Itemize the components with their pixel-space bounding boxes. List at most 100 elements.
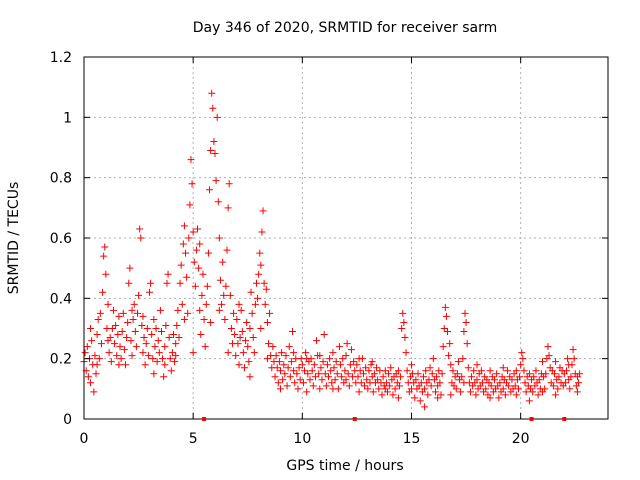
data-point xyxy=(411,394,419,402)
data-point xyxy=(539,358,546,366)
data-point xyxy=(192,246,200,254)
data-point xyxy=(168,349,176,357)
data-point xyxy=(532,367,540,375)
data-point xyxy=(154,337,162,345)
data-point xyxy=(303,355,311,363)
data-points xyxy=(80,89,584,411)
data-point xyxy=(462,318,470,326)
data-point xyxy=(539,388,546,396)
data-point xyxy=(459,355,467,363)
data-point xyxy=(542,370,550,378)
data-point xyxy=(137,234,145,242)
data-point xyxy=(320,331,328,339)
data-point xyxy=(567,373,575,381)
data-point xyxy=(549,382,557,390)
data-point xyxy=(317,364,325,372)
data-point xyxy=(295,364,303,372)
data-point xyxy=(81,349,89,357)
data-point xyxy=(113,352,121,360)
data-point xyxy=(104,337,112,345)
data-point xyxy=(401,334,409,342)
data-point xyxy=(123,334,131,342)
data-point xyxy=(108,325,116,332)
data-point xyxy=(240,364,248,372)
y-tick-label: 0.6 xyxy=(50,231,72,247)
data-point xyxy=(364,385,372,393)
data-point xyxy=(389,391,397,399)
data-point xyxy=(97,340,105,348)
data-point xyxy=(357,379,365,387)
data-point xyxy=(374,376,382,384)
data-point xyxy=(128,306,136,314)
data-point xyxy=(188,180,196,188)
data-point xyxy=(424,391,432,399)
data-point xyxy=(196,306,204,314)
data-point xyxy=(272,352,280,360)
data-point xyxy=(296,376,304,384)
data-point xyxy=(414,370,422,378)
data-point xyxy=(255,270,263,278)
data-point xyxy=(512,367,520,375)
data-point xyxy=(328,379,336,387)
data-point xyxy=(291,379,299,387)
y-axis-label: SRMTID / TECUs xyxy=(6,182,22,295)
data-point xyxy=(160,373,168,381)
data-point xyxy=(129,315,137,323)
data-point xyxy=(486,394,494,402)
data-point xyxy=(133,309,141,317)
data-point xyxy=(139,349,147,357)
data-point xyxy=(499,385,507,393)
data-point xyxy=(236,334,244,342)
data-point xyxy=(435,367,443,375)
data-point xyxy=(335,343,343,351)
data-point xyxy=(263,318,271,326)
data-point xyxy=(215,234,223,242)
data-point xyxy=(311,373,319,381)
data-point xyxy=(535,376,543,384)
data-point xyxy=(323,361,331,369)
data-point xyxy=(121,361,129,369)
data-point xyxy=(83,343,91,351)
data-point xyxy=(180,315,188,323)
data-point xyxy=(183,273,191,281)
data-point xyxy=(115,361,123,369)
data-point xyxy=(248,309,256,317)
data-point xyxy=(190,258,198,266)
data-point xyxy=(439,343,447,351)
data-point xyxy=(525,370,533,378)
data-point xyxy=(170,331,178,339)
data-point xyxy=(339,355,347,363)
data-point xyxy=(158,328,166,336)
data-point xyxy=(152,325,160,332)
gap-marker xyxy=(202,417,207,421)
data-point xyxy=(287,358,295,366)
data-point xyxy=(368,358,376,366)
data-point xyxy=(126,264,134,272)
data-point xyxy=(304,370,312,378)
data-point xyxy=(354,373,362,381)
data-point xyxy=(224,349,232,357)
y-tick-label: 1 xyxy=(63,110,72,126)
data-point xyxy=(120,346,128,354)
data-point xyxy=(187,156,195,164)
data-point xyxy=(382,379,390,387)
data-point xyxy=(370,370,378,378)
data-point xyxy=(441,303,449,311)
data-point xyxy=(144,352,152,360)
data-point xyxy=(242,337,250,345)
data-point xyxy=(573,388,581,396)
data-point xyxy=(148,331,156,339)
data-point xyxy=(342,352,350,360)
data-point xyxy=(477,367,485,375)
data-point xyxy=(326,355,334,363)
data-point xyxy=(250,349,258,357)
data-point xyxy=(87,325,95,332)
data-point xyxy=(223,246,231,254)
data-point xyxy=(162,321,170,329)
data-point xyxy=(150,370,158,378)
data-point xyxy=(486,367,494,375)
data-point xyxy=(385,370,393,378)
data-point xyxy=(161,361,169,369)
data-point xyxy=(263,355,271,363)
data-point xyxy=(391,385,399,393)
